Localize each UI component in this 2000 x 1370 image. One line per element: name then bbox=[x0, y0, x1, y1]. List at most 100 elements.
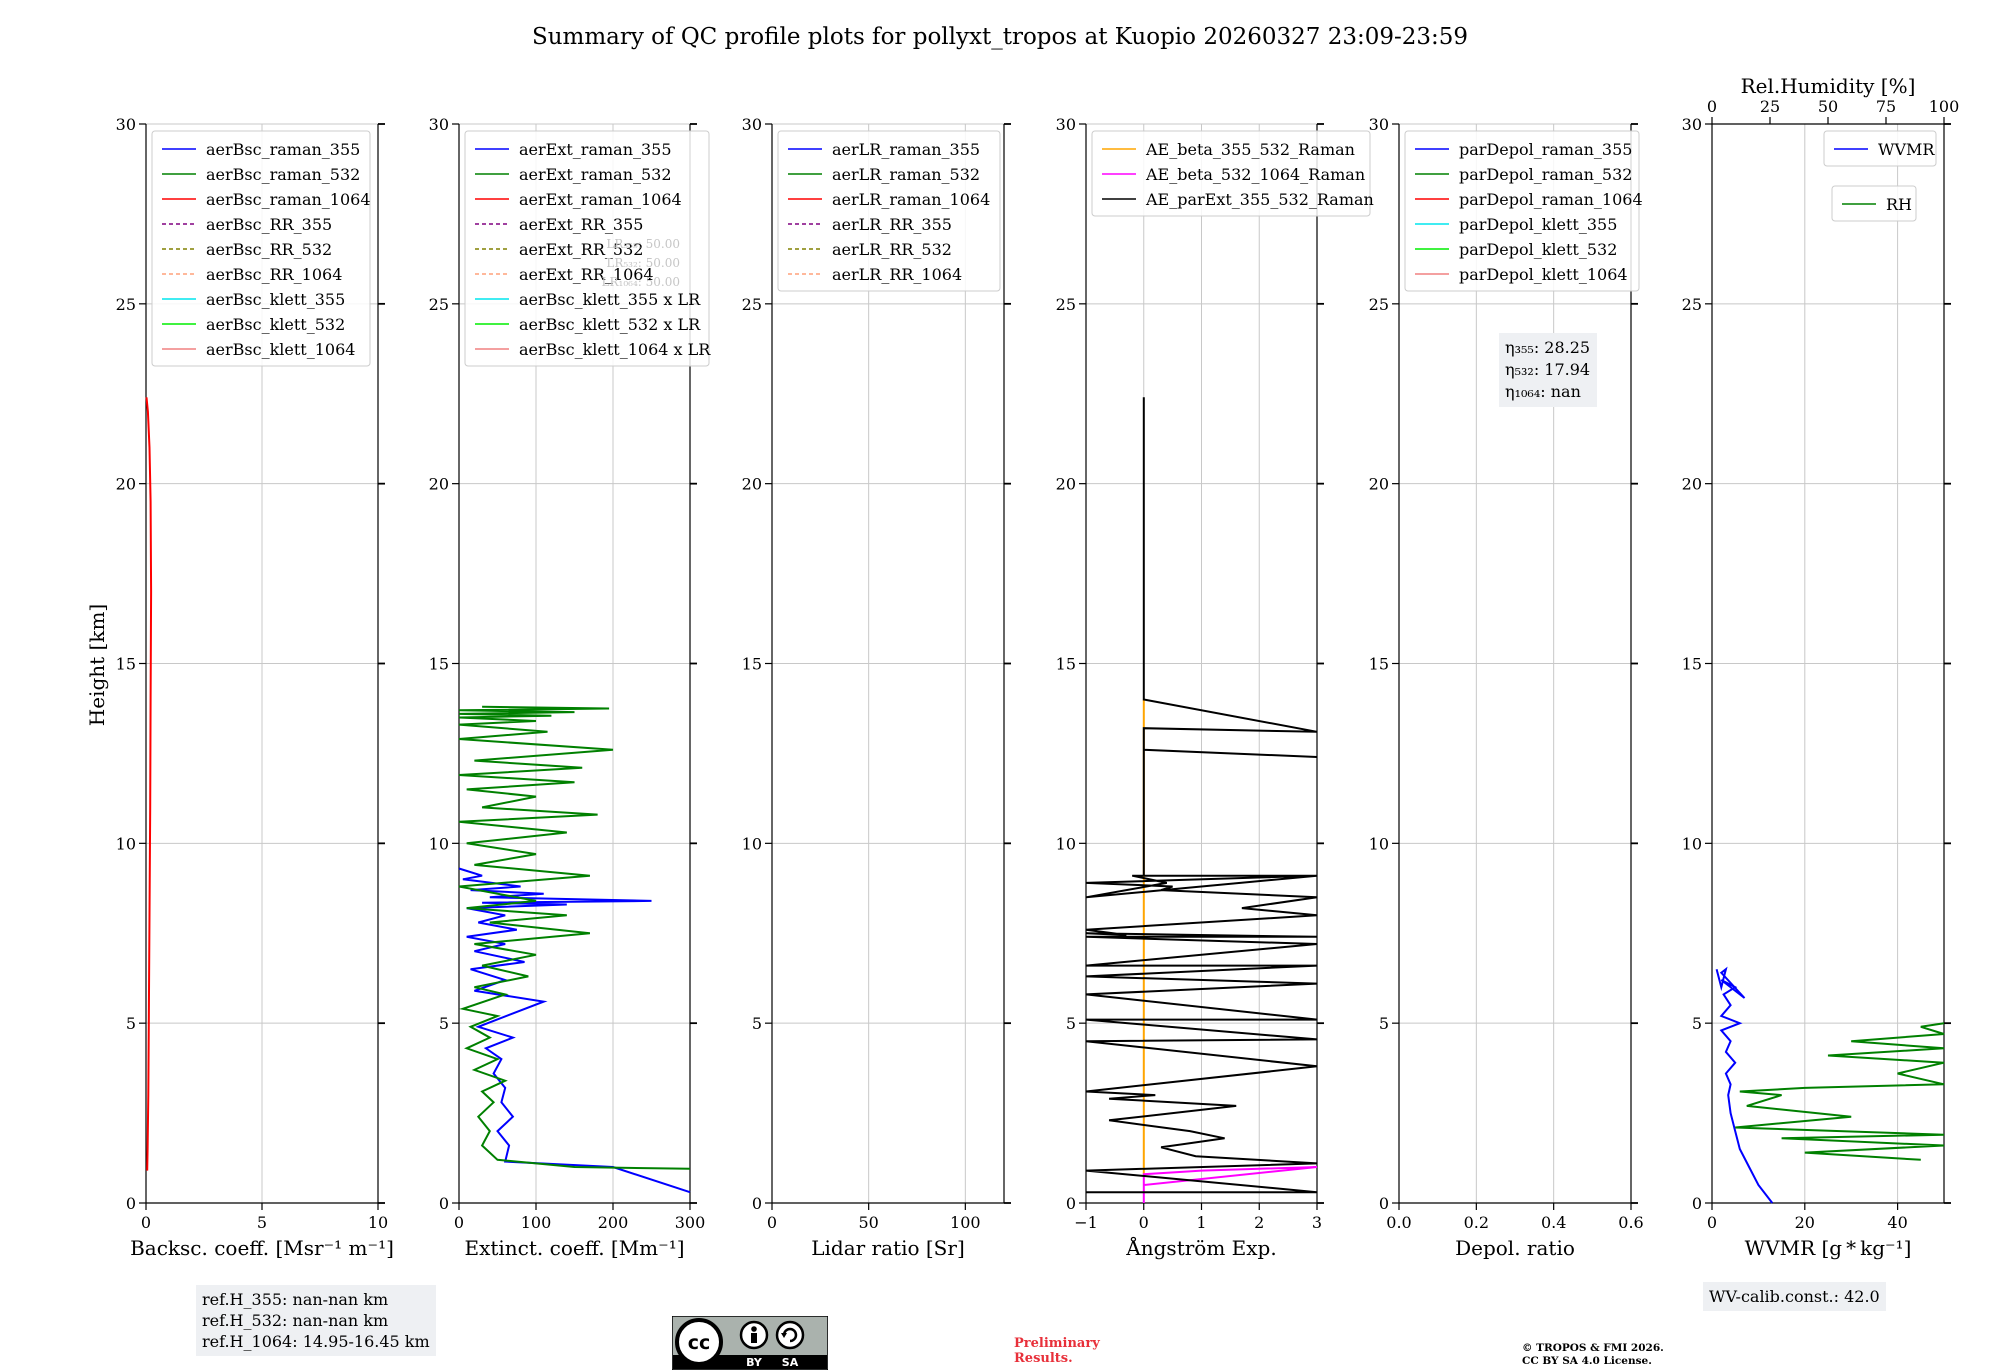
x-tick-label: 5 bbox=[257, 1213, 267, 1232]
x-tick-label: 300 bbox=[675, 1213, 706, 1232]
x-tick-label: 1 bbox=[1196, 1213, 1206, 1232]
y-tick-label: 20 bbox=[1369, 475, 1389, 494]
panel-lr: 0 5 10 15 20 25 30 0 50 100 Lidar ratio [Sr] aerLR_… bbox=[742, 115, 1011, 1260]
cc-license-badge: cc BY SA bbox=[672, 1316, 828, 1370]
x-tick-label: 0 bbox=[1139, 1213, 1149, 1232]
x-tick-label: 100 bbox=[521, 1213, 552, 1232]
legend-entry-label: parDepol_klett_1064 bbox=[1459, 265, 1628, 284]
legend-entry-label: aerExt_raman_355 bbox=[519, 140, 672, 159]
x-tick-label: 100 bbox=[950, 1213, 981, 1232]
lidar-ratio-note: LR₁₀₆₄: 50.00 bbox=[602, 275, 680, 289]
x-tick-label: 0.4 bbox=[1541, 1213, 1566, 1232]
legend-entry-label: WVMR bbox=[1878, 140, 1935, 159]
x-tick-label: 10 bbox=[368, 1213, 388, 1232]
x-tick-label: 2 bbox=[1254, 1213, 1264, 1232]
legend-entry-label: aerLR_raman_1064 bbox=[832, 190, 990, 209]
legend-entry-label: aerBsc_klett_532 bbox=[206, 315, 345, 334]
eta-box bbox=[1499, 333, 1597, 407]
wv-calib-text: WV-calib.const.: 42.0 bbox=[1709, 1287, 1880, 1306]
y-tick-label: 15 bbox=[1056, 655, 1076, 674]
y-tick-label: 0 bbox=[1692, 1194, 1702, 1213]
y-tick-label: 15 bbox=[116, 655, 136, 674]
legend-entry-label: aerLR_RR_355 bbox=[832, 215, 952, 234]
svg-text:cc: cc bbox=[688, 1332, 711, 1354]
lidar-ratio-note: LR₅₃₂: 50.00 bbox=[606, 256, 680, 270]
y-tick-label: 0 bbox=[439, 1194, 449, 1213]
y-tick-label: 20 bbox=[116, 475, 136, 494]
top-x-tick-label: 50 bbox=[1818, 97, 1838, 116]
y-tick-label: 10 bbox=[116, 834, 136, 853]
cc-by-label: BY bbox=[746, 1356, 763, 1369]
legend-entry-label: parDepol_klett_532 bbox=[1459, 240, 1617, 259]
series-line-aerExt_raman_355 bbox=[458, 867, 691, 1194]
top-x-tick-label: 75 bbox=[1876, 97, 1896, 116]
x-tick-label: 0.2 bbox=[1464, 1213, 1489, 1232]
legend-entry-label: aerExt_RR_1064 bbox=[519, 265, 654, 284]
y-tick-label: 30 bbox=[1056, 115, 1076, 134]
legend-entry-label: aerExt_raman_1064 bbox=[519, 190, 682, 209]
y-tick-label: 5 bbox=[1379, 1014, 1389, 1033]
y-tick-label: 5 bbox=[752, 1014, 762, 1033]
legend-box bbox=[1091, 130, 1371, 217]
legend-box bbox=[1823, 130, 1937, 167]
legend-entry-label: aerBsc_klett_1064 x LR bbox=[519, 340, 711, 359]
legend-entry-label: RH bbox=[1886, 195, 1912, 214]
eta-value: η₃₅₅: 28.25 bbox=[1505, 338, 1590, 357]
x-tick-label: −1 bbox=[1074, 1213, 1098, 1232]
legend-entry-label: aerBsc_raman_532 bbox=[206, 165, 360, 184]
legend-entry-label: aerExt_RR_532 bbox=[519, 240, 643, 259]
x-axis-label: WVMR [g * kg⁻¹] bbox=[1745, 1236, 1912, 1260]
ref-h-532: ref.H_532: nan-nan km bbox=[202, 1311, 389, 1330]
y-tick-label: 25 bbox=[116, 295, 136, 314]
legend-entry-label: aerExt_RR_355 bbox=[519, 215, 643, 234]
x-tick-label: 50 bbox=[858, 1213, 878, 1232]
ref-h-355: ref.H_355: nan-nan km bbox=[202, 1290, 389, 1309]
legend-entry-label: aerLR_RR_532 bbox=[832, 240, 952, 259]
top-x-tick-label: 100 bbox=[1929, 97, 1960, 116]
panel-bsc: 0 5 10 15 20 25 30 0 5 10 Backsc. coeff. [Msr⁻¹ m⁻… bbox=[116, 115, 394, 1260]
eta-value: η₁₀₆₄: nan bbox=[1505, 382, 1581, 401]
y-tick-label: 5 bbox=[1066, 1014, 1076, 1033]
legend-entry-label: aerBsc_RR_355 bbox=[206, 215, 332, 234]
x-axis-label: Depol. ratio bbox=[1455, 1236, 1575, 1260]
y-tick-label: 0 bbox=[126, 1194, 136, 1213]
y-tick-label: 0 bbox=[752, 1194, 762, 1213]
x-tick-label: 3 bbox=[1312, 1213, 1322, 1232]
y-tick-label: 0 bbox=[1066, 1194, 1076, 1213]
legend-entry-label: aerBsc_klett_1064 bbox=[206, 340, 355, 359]
y-tick-label: 10 bbox=[1682, 834, 1702, 853]
lidar-ratio-note: LR₃₅₅: 50.00 bbox=[606, 237, 680, 251]
series-line-aerExt_raman_532 bbox=[458, 705, 691, 1170]
series-line-RH bbox=[1735, 1022, 1945, 1161]
legend-entry-label: parDepol_raman_532 bbox=[1459, 165, 1632, 184]
y-tick-label: 10 bbox=[429, 834, 449, 853]
share-alike-icon bbox=[775, 1320, 805, 1350]
x-tick-label: 0 bbox=[1707, 1213, 1717, 1232]
y-tick-label: 5 bbox=[439, 1014, 449, 1033]
legend-entry-label: aerBsc_klett_355 x LR bbox=[519, 290, 701, 309]
legend-entry-label: aerBsc_RR_532 bbox=[206, 240, 332, 259]
y-tick-label: 10 bbox=[742, 834, 762, 853]
y-tick-label: 5 bbox=[1692, 1014, 1702, 1033]
x-tick-label: 0 bbox=[141, 1213, 151, 1232]
series-line-aerBsc_raman_1064 bbox=[145, 397, 153, 1171]
copyright-line-1: © TROPOS & FMI 2026. bbox=[1522, 1342, 1664, 1354]
preliminary-line-2: Results. bbox=[1014, 1351, 1073, 1366]
series-line-AE_parExt_355_532_Raman bbox=[1085, 397, 1318, 1194]
top-x-tick-label: 0 bbox=[1707, 97, 1717, 116]
preliminary-line-1: Preliminary bbox=[1014, 1336, 1100, 1351]
y-tick-label: 30 bbox=[116, 115, 136, 134]
panel-wv: 0 5 10 15 20 25 30 0 20 40 WVMR [g * kg⁻¹] 0 25 50 75 1… bbox=[1682, 74, 1960, 1260]
ref-h-1064: ref.H_1064: 14.95-16.45 km bbox=[202, 1332, 430, 1351]
legend-entry-label: AE_beta_532_1064_Raman bbox=[1145, 165, 1365, 184]
y-tick-label: 25 bbox=[1369, 295, 1389, 314]
legend-entry-label: AE_parExt_355_532_Raman bbox=[1145, 190, 1374, 209]
x-tick-label: 40 bbox=[1887, 1213, 1907, 1232]
y-tick-label: 15 bbox=[1682, 655, 1702, 674]
series-line-WVMR bbox=[1715, 966, 1774, 1204]
y-tick-label: 20 bbox=[1056, 475, 1076, 494]
preliminary-note: Preliminary Results. bbox=[1014, 1336, 1100, 1366]
legend-box bbox=[151, 130, 371, 367]
